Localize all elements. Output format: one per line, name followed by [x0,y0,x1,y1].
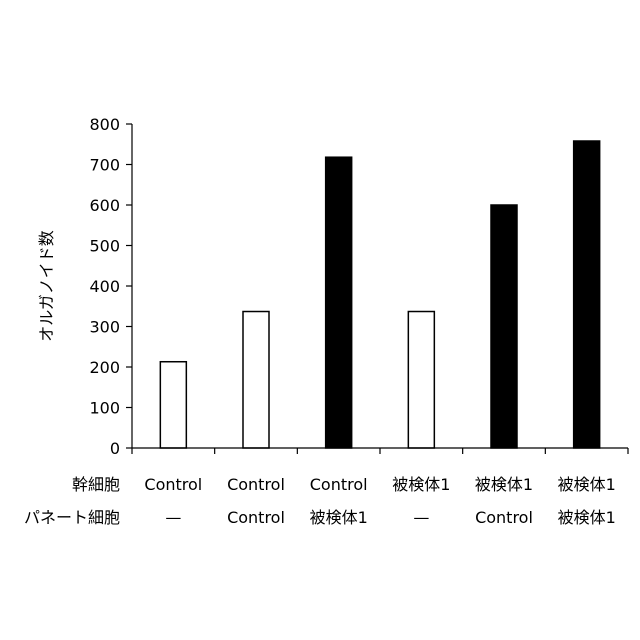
y-tick-label: 100 [89,399,120,418]
bar [160,362,186,448]
bar [574,141,600,448]
y-tick-label: 400 [89,277,120,296]
x-tick-label: 被検体1 [392,475,450,494]
x-tick-label: 被検体1 [558,508,616,527]
x-tick-label: Control [144,475,202,494]
bars [160,141,599,448]
y-tick-label: 0 [110,439,120,458]
x-tick-label: 被検体1 [558,475,616,494]
x-tick-label: Control [310,475,368,494]
x-tick-label: Control [475,508,533,527]
x-tick-label: 被検体1 [310,508,368,527]
bar [408,312,434,448]
y-tick-label: 200 [89,358,120,377]
x-tick-label: Control [227,475,285,494]
y-axis: 0 100 200 300 400 500 600 700 800 [89,115,132,458]
bar [491,205,517,448]
category-labels: 幹細胞 Control Control Control 被検体1 被検体1 被検体1 パネート… [24,475,616,527]
x-tick-label: — [413,508,429,527]
y-tick-label: 600 [89,196,120,215]
y-tick-label: 800 [89,115,120,134]
x-tick-label: — [165,508,181,527]
y-tick-label: 300 [89,318,120,337]
category-row-label: パネート細胞 [24,508,120,527]
x-tick-label: 被検体1 [475,475,533,494]
x-tick-label: Control [227,508,285,527]
bar [326,157,352,448]
category-row-label: 幹細胞 [72,475,120,494]
y-axis-label: オルガノイド数 [37,230,56,342]
bar [243,312,269,448]
y-tick-label: 700 [89,156,120,175]
y-tick-label: 500 [89,237,120,256]
x-axis [132,448,628,454]
